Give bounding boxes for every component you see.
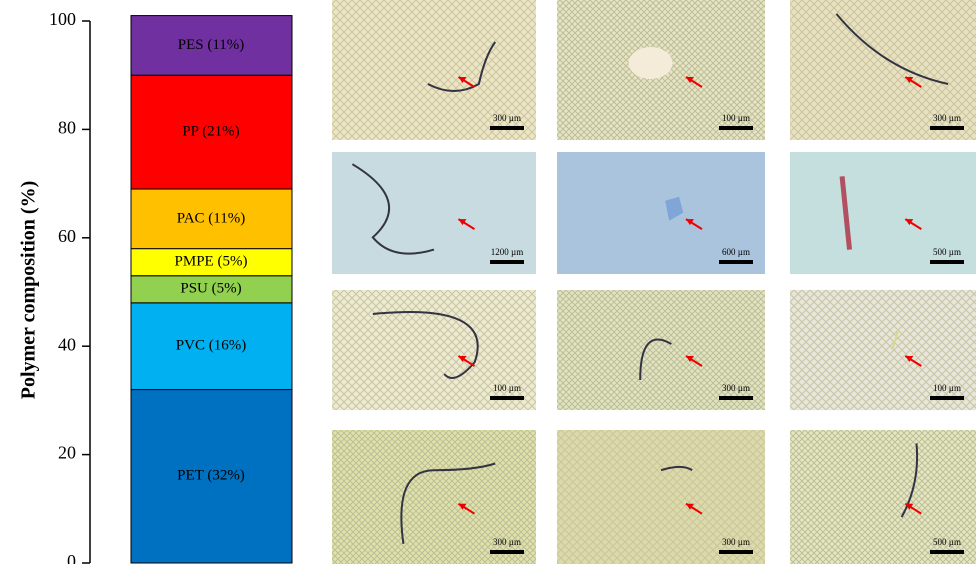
micrograph: 100 µm bbox=[790, 290, 976, 410]
segment-label: PP (21%) bbox=[182, 124, 239, 140]
scale-bar bbox=[930, 396, 964, 400]
scale-bar bbox=[490, 260, 524, 264]
micrograph: 500 µm bbox=[790, 430, 976, 564]
y-tick-label: 0 bbox=[67, 551, 76, 564]
scale-bar bbox=[930, 550, 964, 554]
y-tick-label: 20 bbox=[58, 443, 76, 463]
micrograph: 500 µm bbox=[790, 152, 976, 274]
scale-label: 600 µm bbox=[722, 247, 750, 257]
scale-label: 500 µm bbox=[933, 537, 961, 547]
scale-bar bbox=[719, 550, 753, 554]
segment-label: PSU (5%) bbox=[180, 281, 241, 297]
micrograph: 100 µm bbox=[332, 290, 536, 410]
scale-label: 1200 µm bbox=[491, 247, 523, 257]
segment-label: PVC (16%) bbox=[176, 338, 246, 354]
micrograph: 300 µm bbox=[557, 290, 765, 410]
segment-label: PES (11%) bbox=[178, 37, 245, 53]
scale-bar bbox=[490, 396, 524, 400]
y-tick-label: 40 bbox=[58, 334, 76, 354]
scale-bar bbox=[930, 260, 964, 264]
y-tick-label: 80 bbox=[58, 118, 76, 138]
micrograph: 600 µm bbox=[557, 152, 765, 274]
y-tick-label: 100 bbox=[49, 9, 76, 29]
segment-label: PMPE (5%) bbox=[175, 254, 248, 270]
y-tick-label: 60 bbox=[58, 226, 76, 246]
scale-bar bbox=[719, 260, 753, 264]
micrograph: 1200 µm bbox=[332, 152, 536, 274]
y-axis-label: Polymer composition (%) bbox=[18, 181, 40, 400]
scale-label: 300 µm bbox=[722, 383, 750, 393]
micrograph-grid: 300 µm 100 µm 300 µm 1200 µm 600 µm 500 µm 100… bbox=[332, 0, 976, 564]
scale-bar bbox=[490, 550, 524, 554]
figure: Polymer composition (%) 300 µm100 µm300 … bbox=[0, 0, 976, 564]
particle bbox=[629, 47, 673, 79]
micrograph: 300 µm bbox=[332, 430, 536, 564]
micrograph: 300 µm bbox=[790, 0, 976, 140]
micrograph: 100 µm bbox=[557, 0, 765, 140]
scale-label: 300 µm bbox=[493, 113, 521, 123]
scale-label: 300 µm bbox=[722, 537, 750, 547]
scale-bar bbox=[930, 126, 964, 130]
scale-bar bbox=[719, 396, 753, 400]
scale-bar bbox=[719, 126, 753, 130]
scale-bar bbox=[490, 126, 524, 130]
scale-label: 100 µm bbox=[493, 383, 521, 393]
segment-label: PAC (11%) bbox=[177, 210, 245, 226]
scale-label: 100 µm bbox=[933, 383, 961, 393]
micrograph: 300 µm bbox=[332, 0, 536, 140]
scale-label: 500 µm bbox=[933, 247, 961, 257]
segment-label: PET (32%) bbox=[177, 468, 245, 484]
scale-label: 100 µm bbox=[722, 113, 750, 123]
scale-label: 300 µm bbox=[493, 537, 521, 547]
micrograph: 300 µm bbox=[557, 430, 765, 564]
scale-label: 300 µm bbox=[933, 113, 961, 123]
